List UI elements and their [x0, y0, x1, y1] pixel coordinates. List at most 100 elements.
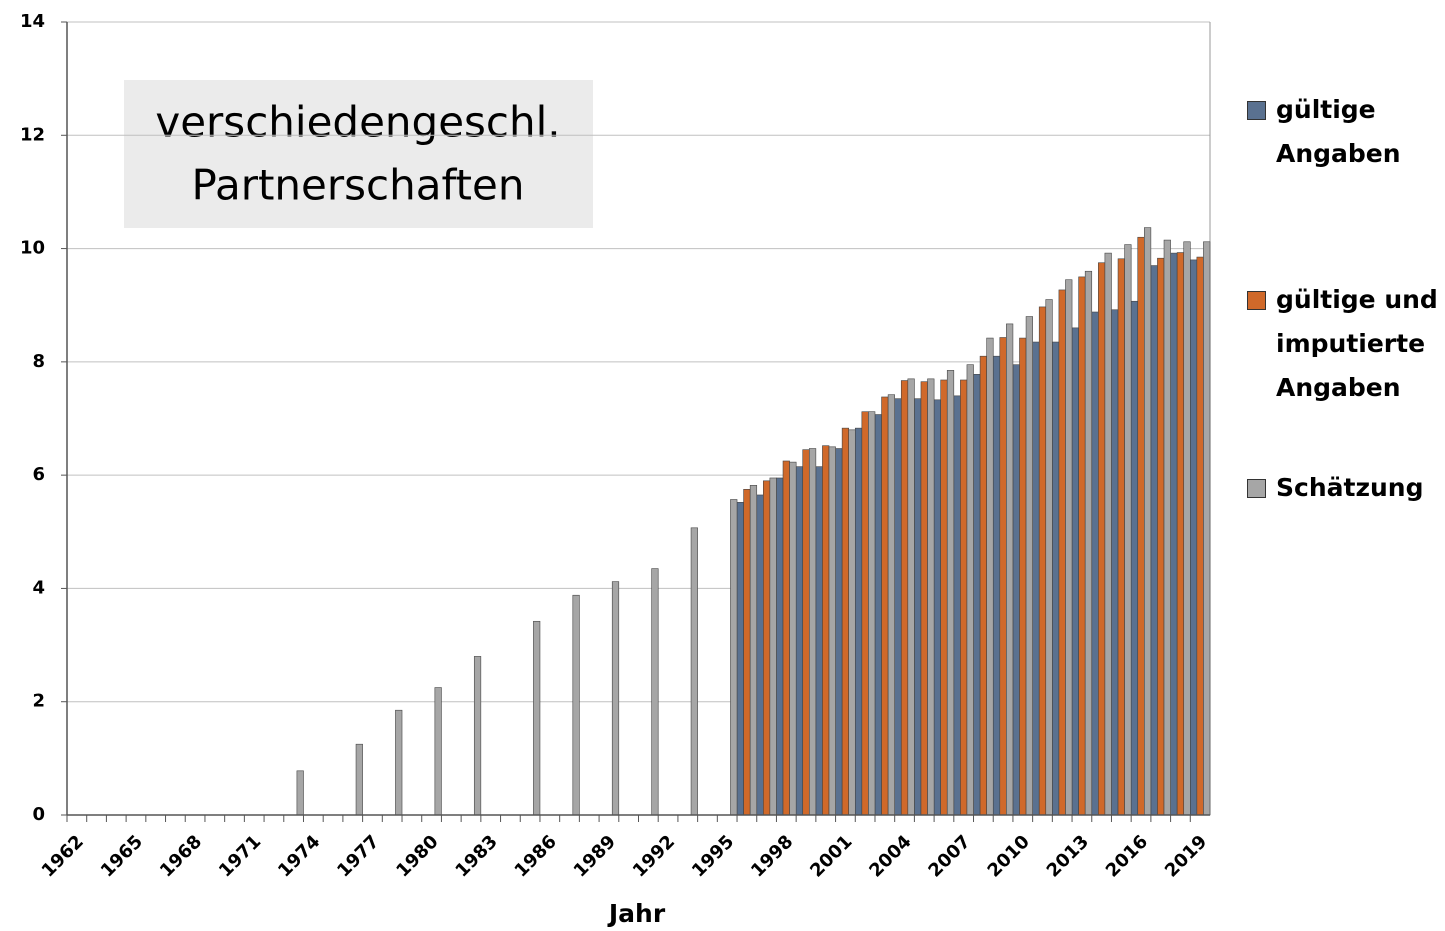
annotation-box	[124, 80, 593, 228]
bar	[434, 687, 442, 816]
bar	[296, 770, 304, 816]
legend-label: gültige und imputierte Angaben	[1276, 285, 1438, 402]
bar	[1170, 252, 1178, 816]
legend-item: gültige und imputierte Angaben	[1247, 278, 1445, 410]
x-tick-label: 1998	[747, 831, 797, 881]
bar	[848, 429, 856, 816]
legend-swatch	[1247, 479, 1266, 498]
bar	[730, 499, 738, 816]
bar	[861, 411, 869, 816]
bar	[1045, 299, 1053, 816]
x-tick-label: 2019	[1161, 831, 1211, 881]
bar	[835, 448, 843, 816]
bar	[815, 466, 823, 816]
legend-item: gültige Angaben	[1247, 88, 1445, 176]
bar	[736, 502, 744, 816]
x-tick-label: 1983	[451, 831, 501, 881]
bar	[1091, 311, 1099, 816]
legend-label: Schätzung	[1276, 473, 1424, 502]
bar	[743, 489, 751, 816]
bar	[999, 337, 1007, 816]
y-tick-label: 6	[32, 464, 45, 485]
x-tick-label: 1962	[38, 831, 88, 881]
bar	[1183, 241, 1191, 816]
bar	[927, 378, 935, 816]
x-tick-label: 1989	[570, 831, 620, 881]
annotation: Partnerschaften	[192, 161, 525, 210]
x-tick-label: 1986	[511, 831, 561, 881]
bar	[868, 411, 876, 816]
bar	[887, 394, 895, 816]
bar	[763, 480, 771, 816]
bar	[802, 449, 810, 816]
bar	[808, 448, 817, 816]
x-tick-label: 1974	[274, 831, 324, 881]
bar	[841, 427, 850, 816]
legend-swatch	[1247, 291, 1266, 310]
x-tick-label: 2007	[924, 831, 974, 881]
bar	[1189, 259, 1198, 816]
bar	[1117, 258, 1125, 816]
bar	[1130, 300, 1139, 816]
bar	[749, 485, 758, 816]
bar	[1019, 337, 1027, 816]
bar	[533, 620, 541, 816]
bar	[756, 494, 764, 816]
bar	[907, 378, 915, 816]
x-tick-label: 1965	[97, 831, 147, 881]
bar	[1104, 252, 1112, 816]
bar	[572, 594, 580, 816]
bar	[894, 398, 902, 816]
bar	[1144, 227, 1152, 816]
bar	[979, 355, 987, 816]
bar	[1071, 327, 1079, 816]
bar	[966, 364, 974, 816]
bar	[881, 396, 889, 816]
bar	[769, 477, 777, 816]
x-tick-label: 1971	[215, 831, 265, 881]
bar	[1196, 256, 1204, 816]
bar	[611, 581, 620, 816]
bar	[1058, 289, 1066, 816]
x-tick-label: 1992	[629, 831, 679, 881]
y-tick-label: 14	[20, 11, 45, 32]
bar	[1098, 262, 1106, 816]
bar	[874, 414, 882, 816]
x-axis-title: Jahr	[607, 899, 666, 928]
bar	[690, 527, 698, 816]
x-tick-label: 2010	[984, 831, 1034, 881]
bar	[1137, 236, 1145, 816]
bar	[828, 446, 836, 816]
bar	[973, 374, 981, 816]
bar	[1065, 279, 1073, 816]
y-tick-label: 2	[32, 691, 45, 712]
bar	[946, 370, 955, 816]
bar	[822, 445, 830, 816]
bar	[473, 656, 482, 816]
x-tick-label: 2004	[865, 831, 915, 881]
y-tick-label: 10	[20, 238, 45, 259]
x-tick-label: 1977	[333, 831, 383, 881]
x-tick-label: 2001	[806, 831, 856, 881]
bar	[355, 743, 363, 816]
bar	[1203, 241, 1211, 816]
bar	[795, 466, 804, 816]
y-tick-label: 0	[32, 804, 45, 825]
bar	[1157, 257, 1165, 816]
y-tick-label: 12	[20, 124, 45, 145]
annotation: verschiedengeschl.	[155, 98, 560, 147]
bar	[920, 381, 928, 816]
bar	[782, 460, 790, 816]
bar	[1150, 265, 1158, 816]
bar	[953, 395, 961, 816]
y-tick-label: 4	[32, 577, 45, 598]
bar	[1111, 309, 1119, 816]
bar	[395, 709, 403, 816]
bar	[1163, 239, 1171, 816]
bar	[986, 337, 994, 816]
bar	[914, 398, 922, 816]
bar	[1124, 244, 1132, 816]
legend-label: gültige Angaben	[1276, 95, 1401, 168]
